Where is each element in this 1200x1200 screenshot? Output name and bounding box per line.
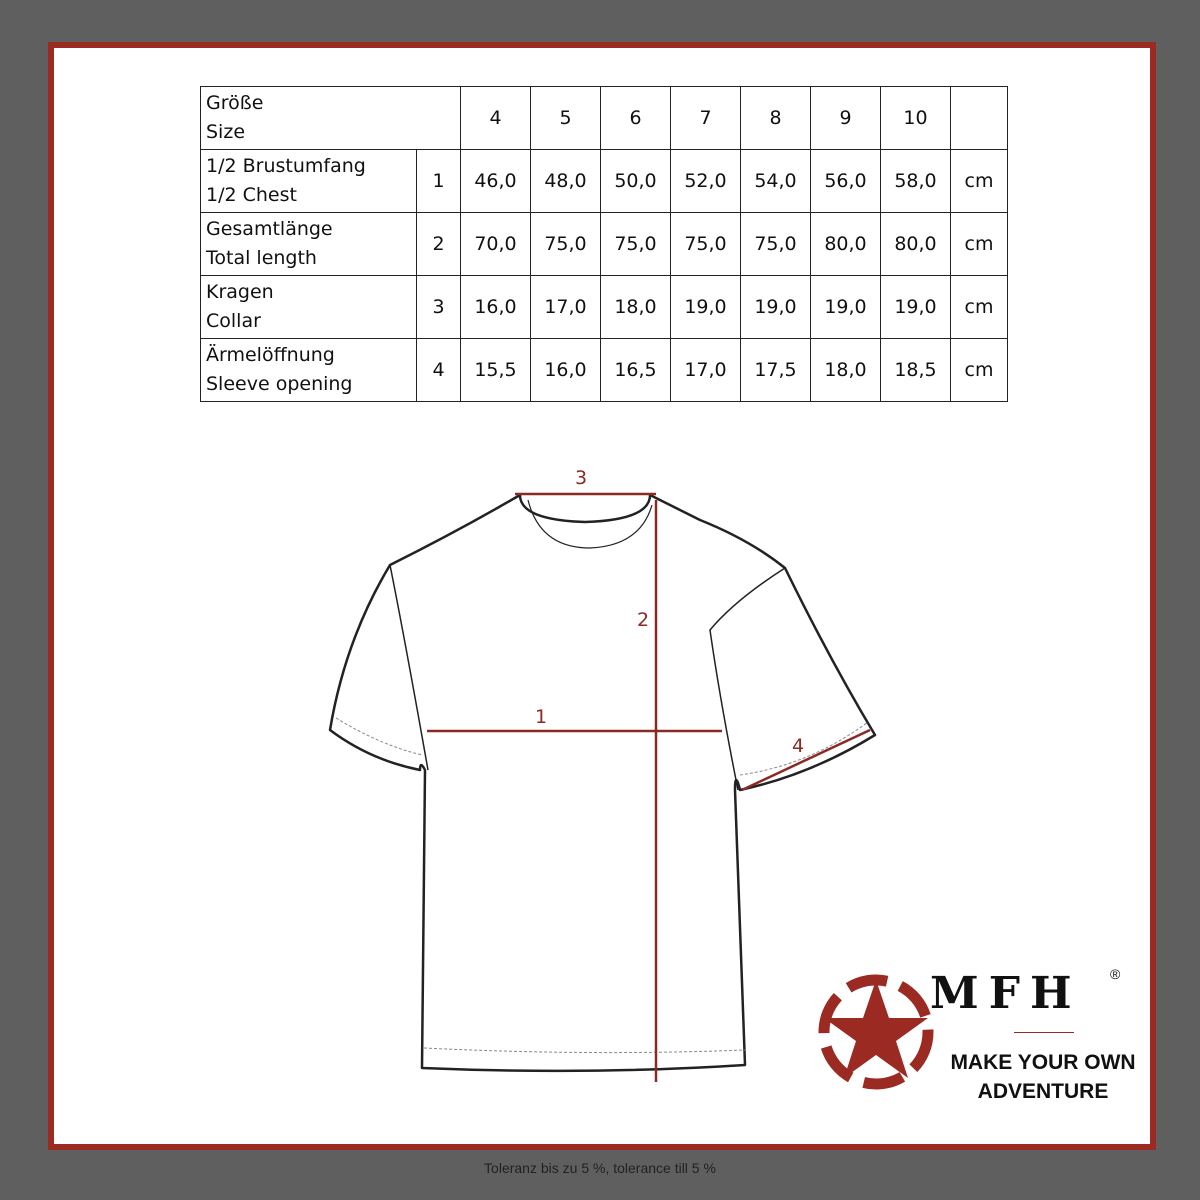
value-cell: 16,0 [530, 338, 601, 402]
unit-cell: cm [950, 275, 1008, 339]
row-number: 4 [416, 338, 461, 402]
measure-line-sleeve [741, 728, 871, 792]
value-cell: 80,0 [810, 212, 881, 276]
empty-header-cell [950, 86, 1008, 150]
value-cell: 17,0 [670, 338, 741, 402]
brand-slogan: MAKE YOUR OWN ADVENTURE [950, 1051, 1136, 1103]
measure-label-2: 2 [637, 609, 649, 631]
unit-cell: cm [950, 149, 1008, 213]
value-cell: 15,5 [460, 338, 531, 402]
size-header: 5 [530, 86, 601, 150]
row-number: 1 [416, 149, 461, 213]
unit-cell: cm [950, 338, 1008, 402]
table-row: 1/2 Brustumfang 1/2 Chest 1 46,0 48,0 50,0 52,… [200, 149, 1008, 213]
value-cell: 75,0 [740, 212, 811, 276]
tolerance-note: Toleranz bis zu 5 %, tolerance till 5 % [484, 1160, 716, 1176]
page-frame: Größe Size 4 5 6 7 8 9 10 1/2 Brustumfang 1/2 Ch… [48, 42, 1156, 1150]
header-label-en: Size [206, 121, 246, 143]
value-cell: 50,0 [600, 149, 671, 213]
row-label: Gesamtlänge Total length [200, 212, 417, 276]
value-cell: 75,0 [530, 212, 601, 276]
measure-label-4: 4 [792, 735, 804, 757]
size-header: 10 [880, 86, 951, 150]
unit-cell: cm [950, 212, 1008, 276]
mfh-star-logo-icon [818, 974, 934, 1090]
row-label: Kragen Collar [200, 275, 417, 339]
row-number: 2 [416, 212, 461, 276]
brand-logo-text: MFH [930, 968, 1082, 1019]
table-row: Kragen Collar 3 16,0 17,0 18,0 19,0 19,0 19,0 19,… [200, 275, 1008, 339]
value-cell: 17,5 [740, 338, 811, 402]
size-header: 8 [740, 86, 811, 150]
registered-mark: ® [1110, 966, 1121, 982]
table-row: Gesamtlänge Total length 2 70,0 75,0 75,0 75,0… [200, 212, 1008, 276]
value-cell: 52,0 [670, 149, 741, 213]
logo-divider [1014, 1032, 1074, 1033]
value-cell: 17,0 [530, 275, 601, 339]
measure-label-3: 3 [575, 467, 587, 489]
value-cell: 19,0 [880, 275, 951, 339]
value-cell: 75,0 [600, 212, 671, 276]
tshirt-outline [328, 493, 877, 1073]
value-cell: 54,0 [740, 149, 811, 213]
header-label-de: Größe [206, 92, 264, 114]
row-label: Ärmelöffnung Sleeve opening [200, 338, 417, 402]
value-cell: 18,0 [600, 275, 671, 339]
value-cell: 48,0 [530, 149, 601, 213]
size-header: 9 [810, 86, 881, 150]
value-cell: 70,0 [460, 212, 531, 276]
size-table: Größe Size 4 5 6 7 8 9 10 1/2 Brustumfang 1/2 Ch… [200, 86, 1008, 402]
value-cell: 19,0 [740, 275, 811, 339]
value-cell: 16,5 [600, 338, 671, 402]
row-label: 1/2 Brustumfang 1/2 Chest [200, 149, 417, 213]
value-cell: 19,0 [670, 275, 741, 339]
measure-lines [427, 492, 871, 1082]
measure-label-1: 1 [535, 706, 547, 728]
value-cell: 80,0 [880, 212, 951, 276]
table-row: Ärmelöffnung Sleeve opening 4 15,5 16,0 16,5 1… [200, 338, 1008, 402]
value-cell: 18,5 [880, 338, 951, 402]
